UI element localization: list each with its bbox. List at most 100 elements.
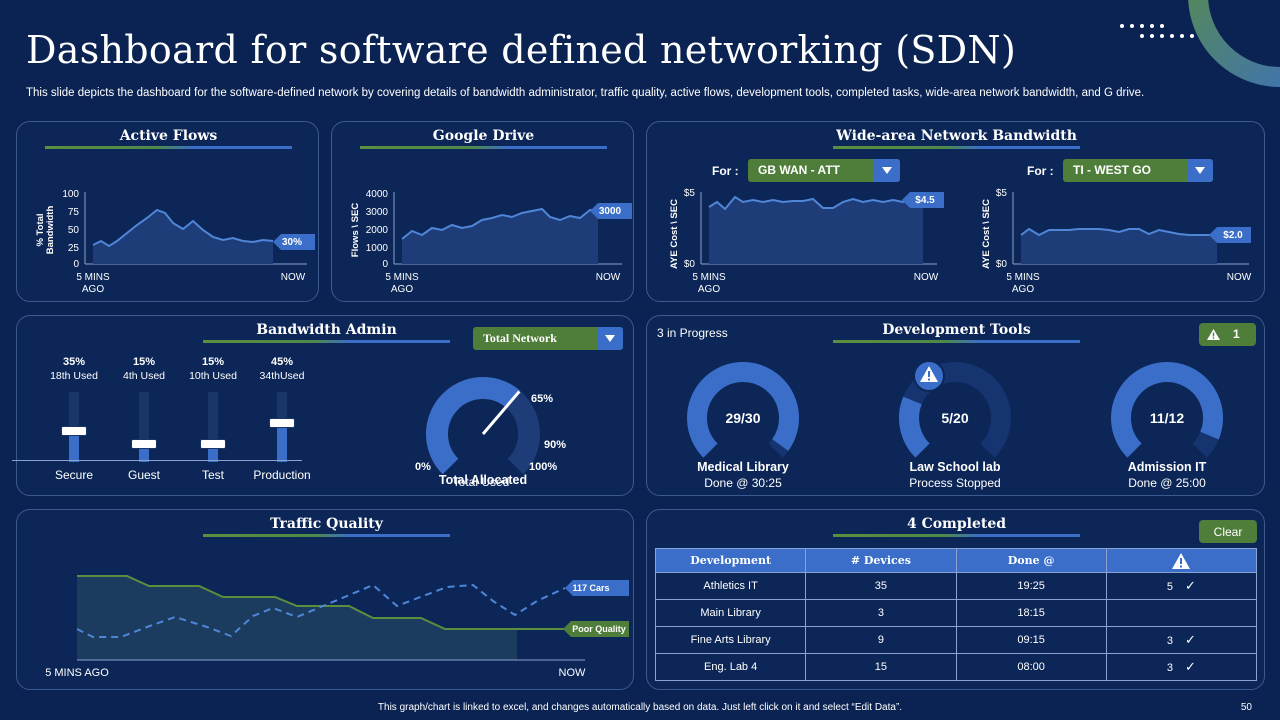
slider-handle[interactable] bbox=[269, 418, 295, 428]
cell-devices: 3 bbox=[805, 599, 957, 627]
column-header[interactable]: # Devices bbox=[805, 548, 957, 573]
in-progress-status: 3 in Progress bbox=[657, 326, 728, 340]
chevron-down-icon bbox=[1187, 159, 1213, 182]
active-flows-callout-text: 30% bbox=[282, 237, 302, 248]
slider-track bbox=[139, 392, 149, 462]
traffic-quality-chart[interactable]: 117 Cars Poor Quality 5 MINS AGO NOW bbox=[17, 510, 635, 691]
corner-decoration bbox=[1120, 0, 1280, 87]
x-end-label: NOW bbox=[914, 272, 939, 283]
wan-left-dropdown[interactable]: GB WAN - ATT bbox=[748, 159, 900, 182]
bandwidth-slider[interactable]: 15% 4th Used Guest bbox=[104, 316, 184, 497]
active-flows-line bbox=[92, 208, 274, 248]
dev-tool-detail: Process Stopped bbox=[909, 476, 1001, 490]
active-flows-chart[interactable]: % TotalBandwidth 100 75 50 25 0 30% 5 MI… bbox=[17, 122, 320, 303]
dev-tool-name: Medical Library bbox=[697, 460, 789, 474]
slider-fill bbox=[277, 423, 287, 462]
cell-alerts: 3 ✓ bbox=[1105, 653, 1258, 681]
slider-percent: 15% bbox=[201, 356, 225, 368]
footer-note: This graph/chart is linked to excel, and… bbox=[377, 702, 903, 713]
cell-devices: 15 bbox=[805, 653, 957, 681]
column-header[interactable]: Development bbox=[654, 548, 807, 573]
alert-count-button[interactable]: 1 bbox=[1199, 323, 1256, 346]
wan-left-chart[interactable]: AYE Cost \ SEC $5 $0 $4.5 5 MINS AGO NOW bbox=[647, 122, 957, 303]
gauge-fill bbox=[426, 377, 521, 475]
wan-right-callout-text: $2.0 bbox=[1223, 230, 1243, 241]
dev-tool-gauge: 29/30 bbox=[687, 362, 799, 458]
y-tick: 50 bbox=[68, 225, 80, 236]
table-header-row: Development # Devices Done @ bbox=[654, 548, 1258, 573]
bandwidth-slider[interactable]: 45% 34thUsed Production bbox=[242, 316, 322, 497]
active-flows-area bbox=[93, 210, 273, 264]
cars-callout bbox=[565, 580, 629, 596]
completed-panel: 4 Completed Clear Development # Devices … bbox=[646, 509, 1265, 690]
alert-count: 5 bbox=[1166, 581, 1173, 593]
total-allocated-gauge[interactable]: 0% 65% 90% 100% Total Allocated bbox=[397, 346, 577, 496]
slider-used: 34thUsed bbox=[259, 370, 305, 382]
bandwidth-slider[interactable]: 35% 18th Used Secure bbox=[34, 316, 114, 497]
page-title: Dashboard for software defined networkin… bbox=[26, 28, 1017, 72]
column-header[interactable]: Done @ bbox=[955, 548, 1107, 573]
table-row[interactable]: Main Library 3 18:15 bbox=[654, 599, 1258, 627]
dev-tool-gauge: 5/20 bbox=[899, 360, 1011, 458]
total-network-dropdown-value: Total Network bbox=[483, 331, 557, 345]
table-row[interactable]: Eng. Lab 4 15 08:00 3 ✓ bbox=[654, 653, 1258, 681]
google-drive-chart[interactable]: Flows \ SEC 4000 3000 2000 1000 0 3000 5… bbox=[332, 122, 635, 303]
slider-handle[interactable] bbox=[200, 439, 226, 449]
slider-used: 10th Used bbox=[189, 370, 237, 382]
google-drive-panel: Google Drive Flows \ SEC 4000 3000 2000 … bbox=[331, 121, 634, 302]
wan-right-dropdown[interactable]: TI - WEST GO bbox=[1063, 159, 1213, 182]
chevron-down-icon bbox=[597, 327, 623, 350]
table-row[interactable]: Fine Arts Library 9 09:15 3 ✓ bbox=[654, 626, 1258, 654]
google-drive-callout-text: 3000 bbox=[599, 206, 622, 217]
x-end-label: NOW bbox=[559, 667, 587, 679]
y-tick: 4000 bbox=[366, 189, 389, 200]
cell-development: Main Library bbox=[654, 599, 807, 627]
clear-button[interactable]: Clear bbox=[1199, 520, 1257, 543]
table-row[interactable]: Athletics IT 35 19:25 5 ✓ bbox=[654, 572, 1258, 600]
y-tick: 1000 bbox=[366, 243, 389, 254]
warning-icon bbox=[1172, 552, 1191, 569]
dev-tool-item[interactable]: 29/30 Medical Library Done @ 30:25 bbox=[663, 352, 823, 492]
development-tools-panel: 3 in Progress Development Tools 1 29/30 … bbox=[646, 315, 1265, 496]
y-tick: 0 bbox=[73, 259, 79, 270]
dev-tool-item[interactable]: 5/20 Law School lab Process Stopped bbox=[875, 352, 1035, 492]
total-network-dropdown[interactable]: Total Network bbox=[473, 327, 623, 350]
wan-left-line bbox=[708, 195, 923, 211]
dev-tool-item[interactable]: 11/12 Admission IT Done @ 25:00 bbox=[1087, 352, 1247, 492]
development-tools-title: Development Tools bbox=[882, 322, 1031, 338]
slider-percent: 15% bbox=[132, 356, 156, 368]
page-subtitle: This slide depicts the dashboard for the… bbox=[26, 87, 1145, 99]
wan-left-for-label: For : bbox=[712, 164, 739, 178]
x-start-label: 5 MINS AGO bbox=[385, 272, 419, 295]
bandwidth-slider[interactable]: 15% 10th Used Test bbox=[173, 316, 253, 497]
y-tick: 3000 bbox=[366, 207, 389, 218]
y-tick-top: $5 bbox=[996, 188, 1008, 199]
traffic-cars-line bbox=[76, 583, 566, 638]
wan-right-dropdown-value: TI - WEST GO bbox=[1073, 163, 1151, 177]
cars-callout-text: 117 Cars bbox=[572, 583, 609, 593]
slider-used: 4th Used bbox=[122, 370, 166, 382]
slider-baseline bbox=[12, 460, 302, 461]
slider-used: 18th Used bbox=[50, 370, 98, 382]
active-flows-title: Active Flows bbox=[119, 128, 218, 144]
wan-right-chart[interactable]: AYE Cost \ SEC $5 $0 $2.0 5 MINS AGO NOW bbox=[959, 122, 1266, 303]
slider-fill bbox=[208, 444, 218, 462]
wan-right-for-label: For : bbox=[1027, 164, 1054, 178]
slider-name: Production bbox=[253, 468, 311, 482]
column-header[interactable] bbox=[1105, 548, 1258, 573]
cell-alerts: 5 ✓ bbox=[1105, 572, 1258, 600]
cell-development: Eng. Lab 4 bbox=[654, 653, 807, 681]
slider-handle[interactable] bbox=[131, 439, 157, 449]
cell-development: Athletics IT bbox=[654, 572, 807, 600]
title-underline bbox=[833, 534, 1080, 537]
gauge-label-65: 65% bbox=[531, 393, 553, 405]
gauge-needle bbox=[481, 390, 521, 435]
dev-tool-gauge: 11/12 bbox=[1111, 362, 1223, 458]
slider-name: Test bbox=[201, 468, 224, 482]
y-axis-label: AYE Cost \ SEC bbox=[669, 199, 680, 269]
checkmark-icon: ✓ bbox=[1184, 632, 1196, 647]
slider-handle[interactable] bbox=[61, 426, 87, 436]
dev-tool-value: 5/20 bbox=[941, 410, 968, 426]
y-axis-label: AYE Cost \ SEC bbox=[981, 199, 992, 269]
cell-development: Fine Arts Library bbox=[654, 626, 807, 654]
